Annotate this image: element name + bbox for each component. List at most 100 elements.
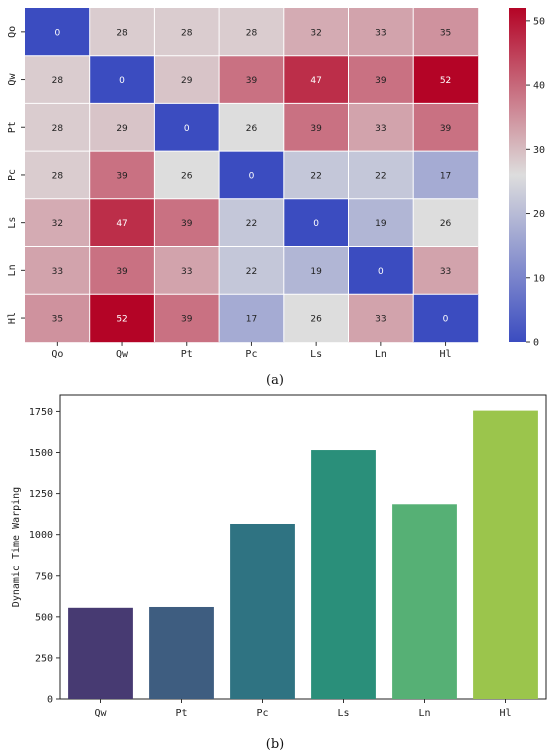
heatmap-x-tick-label: Ln	[375, 349, 387, 360]
heatmap-cell-value: 17	[246, 315, 257, 325]
bar-y-tick-label: 1750	[29, 407, 53, 418]
heatmap-cell	[283, 246, 349, 295]
heatmap-y-tick-label: Qo	[7, 26, 18, 38]
bar-x-tick-label: Pt	[175, 708, 187, 719]
heatmap-cell	[89, 151, 155, 200]
bar-x-tick-label: Pc	[256, 708, 268, 719]
heatmap-cell-value: 0	[119, 76, 125, 86]
heatmap-cell-value: 22	[375, 171, 386, 181]
heatmap-cell	[413, 103, 479, 152]
heatmap-cell-value: 33	[375, 28, 386, 38]
heatmap-cell-value: 26	[246, 124, 258, 134]
heatmap-x-tick-label: Hl	[440, 349, 452, 360]
heatmap-y-tick-label: Qw	[7, 73, 18, 86]
bar	[230, 523, 295, 699]
bar	[392, 504, 457, 699]
heatmap-x-tick-label: Ls	[310, 349, 322, 360]
heatmap-cell-value: 33	[375, 315, 386, 325]
heatmap-cell-value: 28	[52, 171, 64, 181]
panel-label-b: (b)	[266, 737, 284, 752]
heatmap-cell-value: 39	[246, 76, 258, 86]
heatmap-cell-value: 0	[184, 124, 190, 134]
heatmap-cell	[219, 246, 285, 295]
heatmap-cell	[25, 103, 90, 152]
heatmap-cell-value: 47	[116, 219, 127, 229]
heatmap-cell-value: 29	[116, 124, 128, 134]
heatmap-cell	[413, 55, 479, 104]
heatmap-cell-value: 39	[181, 315, 193, 325]
heatmap-cell-value: 39	[181, 219, 193, 229]
heatmap-x-tick-label: Pc	[245, 349, 257, 360]
colorbar-tick-label: 30	[533, 145, 545, 156]
heatmap-cell	[348, 246, 414, 295]
heatmap-cell-value: 22	[246, 267, 257, 277]
heatmap-cell-value: 39	[440, 124, 452, 134]
heatmap-cell-value: 28	[246, 28, 258, 38]
bar	[149, 606, 214, 699]
heatmap-cell-value: 0	[54, 28, 60, 38]
heatmap-cell-value: 39	[375, 76, 387, 86]
heatmap-cell-value: 0	[249, 171, 255, 181]
heatmap-cell	[219, 198, 285, 247]
heatmap-cell	[154, 103, 220, 152]
heatmap-cell-value: 22	[246, 219, 257, 229]
heatmap-y-tick-label: Pt	[7, 121, 18, 133]
heatmap-cell	[413, 8, 479, 56]
heatmap-chart: 0 28 28 28 32 33 35 28 0 29 39 47 39 52 28 29 0 26 39 33 39 2…	[7, 8, 479, 360]
heatmap-cell-value: 39	[310, 124, 322, 134]
bar-y-tick-label: 500	[35, 612, 53, 623]
bar-y-tick-label: 250	[35, 653, 53, 664]
heatmap-cell	[89, 55, 155, 104]
bar-y-tick-label: 750	[35, 571, 53, 582]
heatmap-cell-value: 47	[310, 76, 321, 86]
heatmap-cell	[154, 198, 220, 247]
bar-y-tick-label: 1250	[29, 489, 53, 500]
heatmap-cell	[219, 55, 285, 104]
heatmap-cell-value: 39	[116, 267, 128, 277]
heatmap-cell	[348, 198, 414, 247]
heatmap-cell	[219, 103, 285, 152]
heatmap-cell	[413, 198, 479, 247]
heatmap-cell-value: 29	[181, 76, 193, 86]
heatmap-cell-value: 33	[375, 124, 386, 134]
heatmap-cell-value: 26	[440, 219, 452, 229]
heatmap-cell	[89, 294, 155, 343]
heatmap-cell	[154, 55, 220, 104]
bar-plot-frame	[59, 394, 547, 700]
heatmap-cell	[219, 151, 285, 200]
bar-x-tick-label: Ls	[337, 708, 349, 719]
heatmap-cell	[154, 294, 220, 343]
heatmap-cell-value: 0	[443, 315, 449, 325]
heatmap-cell-value: 26	[181, 171, 193, 181]
heatmap-cell	[348, 151, 414, 200]
heatmap-cell-value: 33	[52, 267, 63, 277]
heatmap-cell-value: 33	[181, 267, 192, 277]
heatmap-cell	[89, 198, 155, 247]
heatmap-cell	[348, 55, 414, 104]
heatmap-cell	[283, 198, 349, 247]
heatmap-colorbar: 0 10 20 30 40 50	[509, 8, 545, 349]
heatmap-cell-value: 0	[313, 219, 319, 229]
heatmap-cell	[89, 8, 155, 56]
heatmap-cell-value: 0	[378, 267, 384, 277]
heatmap-y-tick-label: Ls	[7, 217, 18, 229]
heatmap-x-tick-label: Qw	[116, 349, 129, 360]
heatmap-cell	[283, 8, 349, 56]
heatmap-cell-value: 19	[310, 267, 322, 277]
colorbar-tick-label: 20	[533, 209, 545, 220]
bar-y-tick-label: 1500	[29, 448, 53, 459]
heatmap-x-tick-label: Pt	[181, 349, 193, 360]
heatmap-cell-value: 19	[375, 219, 387, 229]
bar	[68, 607, 133, 699]
heatmap-cell	[154, 151, 220, 200]
heatmap-cell	[283, 151, 349, 200]
heatmap-cell	[25, 294, 90, 343]
heatmap-cell	[154, 8, 220, 56]
heatmap-cell	[219, 294, 285, 343]
heatmap-cell-value: 28	[52, 76, 64, 86]
heatmap-cell	[283, 103, 349, 152]
bar-y-tick-label: 1000	[29, 530, 53, 541]
heatmap-y-tick-label: Ln	[7, 264, 18, 276]
heatmap-cell	[348, 8, 414, 56]
